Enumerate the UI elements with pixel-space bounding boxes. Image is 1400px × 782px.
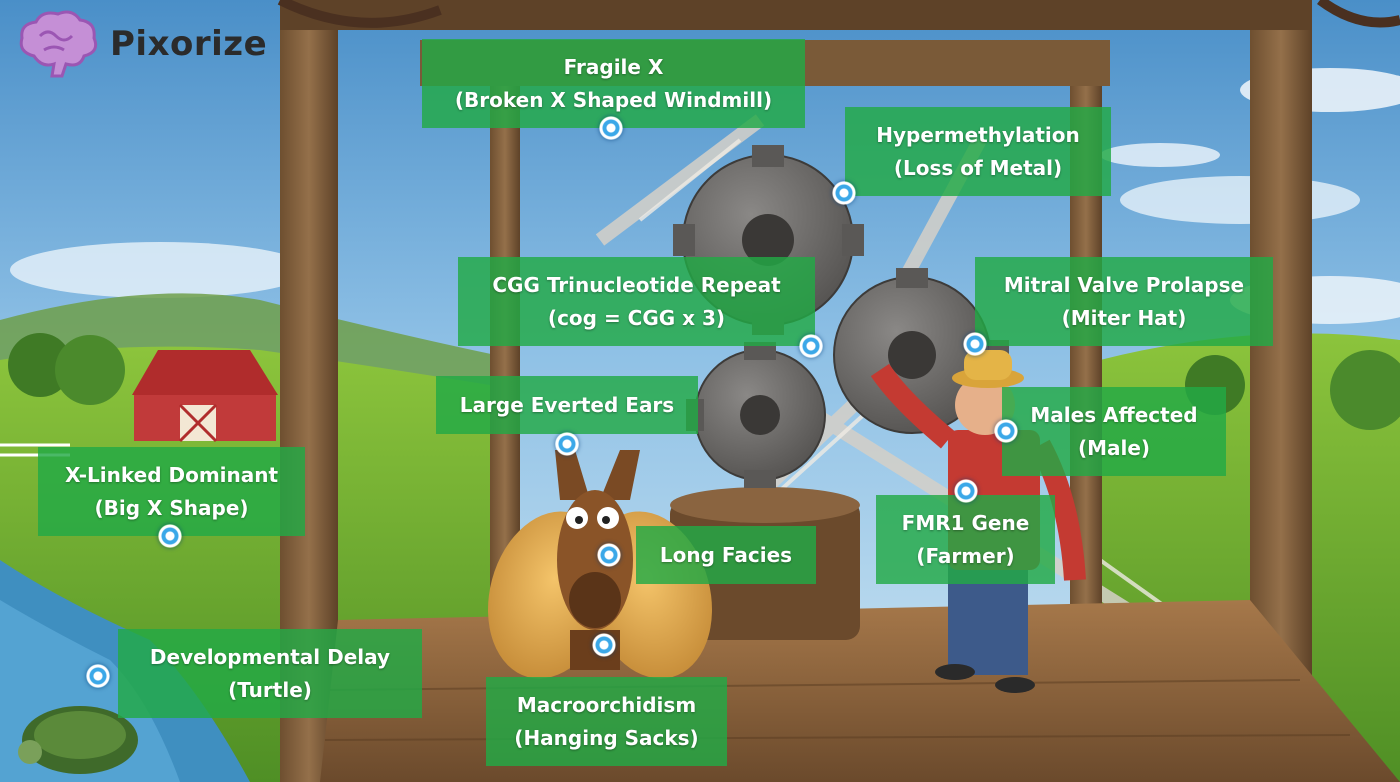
label-mitral-valve-prolapse: Mitral Valve Prolapse (Miter Hat) bbox=[975, 257, 1273, 346]
label-fmr1-gene: FMR1 Gene (Farmer) bbox=[876, 495, 1055, 584]
label-macroorchidism: Macroorchidism (Hanging Sacks) bbox=[486, 677, 727, 766]
brand-name: Pixorize bbox=[110, 24, 268, 64]
hotspot-developmental-delay[interactable] bbox=[86, 664, 110, 688]
label-title: Males Affected bbox=[1030, 402, 1198, 427]
label-developmental-delay: Developmental Delay (Turtle) bbox=[118, 629, 422, 718]
label-title: Macroorchidism bbox=[516, 692, 697, 717]
label-title: Fragile X bbox=[563, 54, 664, 79]
label-hypermethylation: Hypermethylation (Loss of Metal) bbox=[845, 107, 1111, 196]
label-subtitle: (Male) bbox=[1077, 435, 1151, 460]
label-fragile-x: Fragile X (Broken X Shaped Windmill) bbox=[422, 39, 805, 128]
hotspot-cgg-repeat[interactable] bbox=[799, 334, 823, 358]
hotspot-fragile-x[interactable] bbox=[599, 116, 623, 140]
hotspot-x-linked-dominant[interactable] bbox=[158, 524, 182, 548]
label-title: Large Everted Ears bbox=[459, 392, 675, 417]
label-title: CGG Trinucleotide Repeat bbox=[492, 272, 781, 297]
label-x-linked-dominant: X-Linked Dominant (Big X Shape) bbox=[38, 447, 305, 536]
label-cgg-repeat: CGG Trinucleotide Repeat (cog = CGG x 3) bbox=[458, 257, 815, 346]
label-title: Hypermethylation bbox=[876, 122, 1080, 147]
pixorize-logo: Pixorize bbox=[14, 8, 267, 80]
label-title: X-Linked Dominant bbox=[64, 462, 279, 487]
label-long-facies: Long Facies bbox=[636, 526, 816, 584]
label-subtitle: (Hanging Sacks) bbox=[514, 725, 699, 750]
label-subtitle: (Turtle) bbox=[228, 677, 312, 702]
hotspot-mitral-valve-prolapse[interactable] bbox=[963, 332, 987, 356]
label-subtitle: (Loss of Metal) bbox=[893, 155, 1063, 180]
label-subtitle: (Miter Hat) bbox=[1061, 305, 1187, 330]
label-title: FMR1 Gene bbox=[901, 510, 1030, 535]
label-subtitle: (Broken X Shaped Windmill) bbox=[454, 87, 773, 112]
label-subtitle: (Farmer) bbox=[916, 543, 1015, 568]
label-subtitle: (cog = CGG x 3) bbox=[547, 305, 726, 330]
brain-icon bbox=[19, 10, 98, 78]
label-subtitle: (Big X Shape) bbox=[94, 495, 249, 520]
label-title: Mitral Valve Prolapse bbox=[1003, 272, 1245, 297]
hotspot-large-everted-ears[interactable] bbox=[555, 432, 579, 456]
label-large-everted-ears: Large Everted Ears bbox=[436, 376, 698, 434]
hotspot-males-affected[interactable] bbox=[994, 419, 1018, 443]
label-title: Long Facies bbox=[659, 542, 793, 567]
label-title: Developmental Delay bbox=[149, 644, 391, 669]
hotspot-macroorchidism[interactable] bbox=[592, 633, 616, 657]
hotspot-fmr1-gene[interactable] bbox=[954, 479, 978, 503]
hotspot-long-facies[interactable] bbox=[597, 543, 621, 567]
hotspot-hypermethylation[interactable] bbox=[832, 181, 856, 205]
label-males-affected: Males Affected (Male) bbox=[1002, 387, 1226, 476]
